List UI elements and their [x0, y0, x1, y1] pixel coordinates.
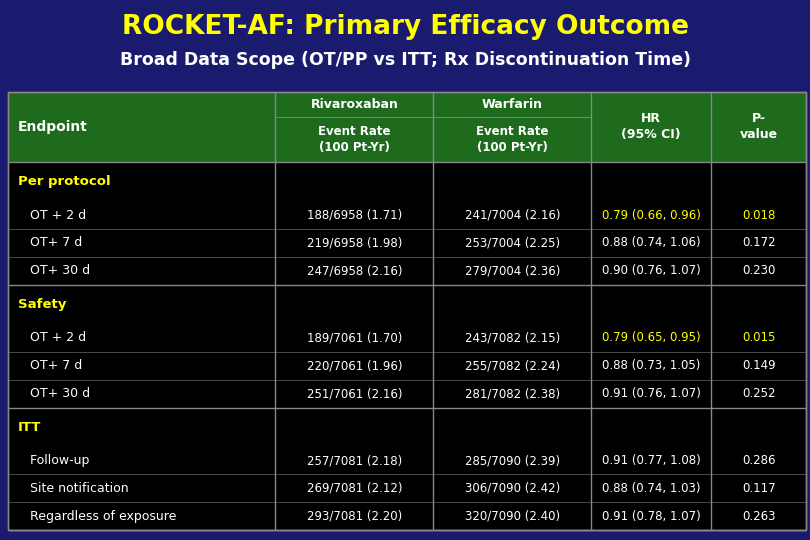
Text: 0.230: 0.230 — [742, 264, 775, 278]
Text: 0.252: 0.252 — [742, 387, 775, 400]
Text: 0.91 (0.76, 1.07): 0.91 (0.76, 1.07) — [602, 387, 701, 400]
Text: 255/7082 (2.24): 255/7082 (2.24) — [465, 359, 560, 372]
Text: Event Rate
(100 Pt-Yr): Event Rate (100 Pt-Yr) — [476, 125, 548, 154]
Bar — [8, 229, 806, 257]
Bar — [8, 201, 806, 229]
Text: Broad Data Scope (OT/PP vs ITT; Rx Discontinuation Time): Broad Data Scope (OT/PP vs ITT; Rx Disco… — [120, 51, 690, 69]
Text: Rivaroxaban: Rivaroxaban — [310, 98, 399, 111]
Text: 0.91 (0.78, 1.07): 0.91 (0.78, 1.07) — [602, 510, 701, 523]
Text: 0.79 (0.66, 0.96): 0.79 (0.66, 0.96) — [602, 208, 701, 221]
Text: 0.91 (0.77, 1.08): 0.91 (0.77, 1.08) — [602, 454, 701, 467]
Bar — [8, 408, 806, 447]
Text: 189/7061 (1.70): 189/7061 (1.70) — [307, 331, 402, 345]
Text: 241/7004 (2.16): 241/7004 (2.16) — [465, 208, 560, 221]
Bar — [8, 475, 806, 502]
Text: 220/7061 (1.96): 220/7061 (1.96) — [307, 359, 402, 372]
Text: 188/6958 (1.71): 188/6958 (1.71) — [307, 208, 402, 221]
Text: 293/7081 (2.20): 293/7081 (2.20) — [307, 510, 402, 523]
Text: OT+ 7 d: OT+ 7 d — [18, 359, 82, 372]
Bar — [8, 324, 806, 352]
Text: 243/7082 (2.15): 243/7082 (2.15) — [465, 331, 560, 345]
Text: 0.263: 0.263 — [742, 510, 775, 523]
Text: ITT: ITT — [18, 421, 41, 434]
Bar — [8, 447, 806, 475]
Text: P-
value: P- value — [740, 112, 778, 141]
Text: 0.88 (0.74, 1.03): 0.88 (0.74, 1.03) — [602, 482, 701, 495]
Text: OT+ 30 d: OT+ 30 d — [18, 264, 90, 278]
Text: 0.149: 0.149 — [742, 359, 775, 372]
Text: 320/7090 (2.40): 320/7090 (2.40) — [465, 510, 560, 523]
Text: 0.172: 0.172 — [742, 237, 775, 249]
Text: OT + 2 d: OT + 2 d — [18, 331, 86, 345]
Text: OT+ 30 d: OT+ 30 d — [18, 387, 90, 400]
Text: 279/7004 (2.36): 279/7004 (2.36) — [465, 264, 560, 278]
Bar — [8, 257, 806, 285]
Bar — [8, 502, 806, 530]
Text: Warfarin: Warfarin — [482, 98, 543, 111]
Text: 0.018: 0.018 — [742, 208, 775, 221]
Text: ROCKET-AF: Primary Efficacy Outcome: ROCKET-AF: Primary Efficacy Outcome — [122, 14, 688, 39]
Text: Follow-up: Follow-up — [18, 454, 89, 467]
Text: Site notification: Site notification — [18, 482, 129, 495]
Bar — [8, 162, 806, 201]
Bar — [8, 352, 806, 380]
Text: OT + 2 d: OT + 2 d — [18, 208, 86, 221]
Text: Regardless of exposure: Regardless of exposure — [18, 510, 177, 523]
Text: 247/6958 (2.16): 247/6958 (2.16) — [307, 264, 402, 278]
Text: HR
(95% CI): HR (95% CI) — [621, 112, 681, 141]
Text: 253/7004 (2.25): 253/7004 (2.25) — [465, 237, 560, 249]
Text: 0.79 (0.65, 0.95): 0.79 (0.65, 0.95) — [602, 331, 701, 345]
Text: Endpoint: Endpoint — [18, 120, 87, 134]
Text: Safety: Safety — [18, 298, 66, 311]
Text: 269/7081 (2.12): 269/7081 (2.12) — [307, 482, 402, 495]
Text: 281/7082 (2.38): 281/7082 (2.38) — [465, 387, 560, 400]
Text: 0.90 (0.76, 1.07): 0.90 (0.76, 1.07) — [602, 264, 701, 278]
Text: Event Rate
(100 Pt-Yr): Event Rate (100 Pt-Yr) — [318, 125, 390, 154]
Text: 0.117: 0.117 — [742, 482, 775, 495]
Text: 306/7090 (2.42): 306/7090 (2.42) — [465, 482, 560, 495]
Text: 219/6958 (1.98): 219/6958 (1.98) — [307, 237, 402, 249]
Text: 251/7061 (2.16): 251/7061 (2.16) — [307, 387, 402, 400]
Text: 285/7090 (2.39): 285/7090 (2.39) — [465, 454, 560, 467]
Bar — [8, 285, 806, 324]
Text: 0.286: 0.286 — [742, 454, 775, 467]
Text: 0.015: 0.015 — [742, 331, 775, 345]
Text: 0.88 (0.74, 1.06): 0.88 (0.74, 1.06) — [602, 237, 701, 249]
Text: 257/7081 (2.18): 257/7081 (2.18) — [307, 454, 402, 467]
Bar — [8, 380, 806, 408]
Text: OT+ 7 d: OT+ 7 d — [18, 237, 82, 249]
Text: Per protocol: Per protocol — [18, 175, 110, 188]
Text: 0.88 (0.73, 1.05): 0.88 (0.73, 1.05) — [602, 359, 701, 372]
